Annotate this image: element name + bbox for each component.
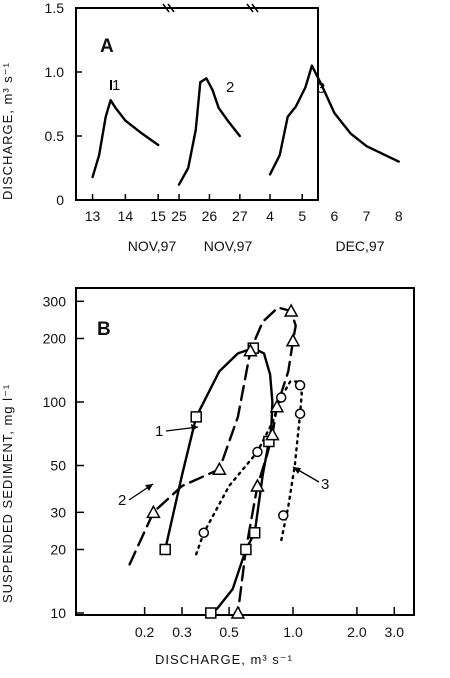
panel-b-x-axis-label: DISCHARGE, m³ s⁻¹: [155, 652, 293, 667]
peak-label-3: 3: [317, 80, 325, 97]
y-tick-label: 30: [50, 504, 66, 520]
curve-1: [164, 346, 274, 615]
triangle-point: [265, 427, 280, 441]
curve-2-arrowhead: [145, 484, 153, 491]
panel-a-series: [91, 64, 400, 186]
panel-b-frame: [75, 287, 415, 616]
x-tick-label: 2.0: [347, 624, 367, 640]
panel-b: B SUSPENDED SEDIMENT, mg l⁻¹ DISCHARGE, …: [0, 287, 415, 667]
circle-point: [278, 510, 289, 521]
panel-a-y-axis-label: DISCHARGE, m³ s⁻¹: [0, 62, 15, 200]
x-tick-label: 8: [395, 208, 403, 224]
panel-b-x-axis: 0.2 0.3 0.5 1.0 2.0 3.0: [135, 607, 404, 640]
x-tick-label: 0.3: [172, 624, 192, 640]
square-point: [190, 411, 202, 423]
y-tick-label: 1.5: [45, 0, 65, 16]
circle-point: [252, 446, 263, 458]
y-tick-label: 10: [50, 605, 66, 621]
x-tick-label: 27: [232, 208, 248, 224]
triangle-point: [250, 478, 265, 492]
panel-a-y-axis: 0 0.5 1.0 1.5: [45, 0, 82, 208]
x-tick-label: 1.0: [283, 624, 303, 640]
curve-1-arrowhead: [191, 424, 198, 431]
panel-a: A 1 2 3 DISCHARGE, m³ s⁻¹ 00.51.01.5 13 1…: [0, 0, 403, 254]
triangle-point: [283, 303, 299, 317]
y-tick-label: 1.0: [45, 64, 65, 80]
x-tick-label: 13: [85, 208, 101, 224]
panel-b-y-axis: 10 20 30 50 100 200 300: [43, 293, 84, 621]
x-tick-label: 3.0: [385, 624, 405, 640]
y-tick-label: 0.5: [45, 128, 65, 144]
panel-b-y-axis-label: SUSPENDED SEDIMENT, mg l⁻¹: [0, 384, 15, 603]
square-point: [248, 527, 261, 539]
triangle-point: [269, 399, 285, 413]
date-label: DEC,97: [335, 238, 384, 254]
triangle-point: [285, 333, 301, 347]
y-tick-label: 20: [50, 541, 66, 557]
date-label: NOV,97: [204, 238, 253, 254]
curve-2: [128, 306, 297, 615]
circle-point: [294, 408, 306, 419]
y-tick-label: 200: [43, 330, 67, 346]
x-tick-label: 26: [202, 208, 218, 224]
square-point: [240, 543, 252, 556]
panel-b-letter: B: [97, 319, 111, 340]
x-tick-label: 5: [298, 208, 306, 224]
curve-label-1: 1: [155, 423, 163, 440]
x-tick-label: 0.2: [135, 624, 155, 640]
circle-point: [275, 392, 287, 403]
panel-b-curves: [128, 306, 303, 615]
y-tick-label: 0: [56, 192, 64, 208]
curve-label-2: 2: [118, 492, 126, 509]
panel-a-letter: A: [100, 36, 114, 57]
axis-break-mark: [246, 3, 259, 13]
circle-point: [294, 380, 306, 391]
x-tick-label: 25: [171, 208, 187, 224]
triangle-point: [146, 504, 161, 519]
curve-3-arrowhead: [293, 467, 301, 474]
hydrograph-line-3: [268, 64, 400, 176]
peak-label-1: 1: [112, 77, 120, 94]
x-tick-label: 15: [150, 208, 166, 224]
x-tick-label: 14: [118, 208, 134, 224]
hydrograph-line-2: [177, 77, 241, 186]
date-label: NOV,97: [128, 238, 177, 254]
circle-point: [198, 527, 210, 539]
triangle-point: [230, 605, 246, 619]
y-tick-label: 50: [50, 458, 66, 474]
square-point: [159, 543, 171, 556]
axis-break-mark: [162, 3, 175, 13]
curve-3: [195, 380, 303, 556]
panel-b-points: [146, 303, 306, 619]
x-tick-label: 4: [266, 208, 274, 224]
curve-label-3: 3: [321, 476, 329, 493]
panel-a-frame: [75, 7, 319, 201]
y-tick-label: 300: [43, 293, 67, 309]
panel-a-x-axis: 13 14 15 NOV,97 25 26 27 NOV,97 4 5 6 7 8 DEC,97: [85, 194, 403, 254]
triangle-point: [212, 461, 227, 476]
y-tick-label: 100: [43, 394, 67, 410]
x-tick-label: 0.5: [219, 624, 239, 640]
hydrograph-line-1: [91, 99, 160, 179]
square-point: [205, 607, 217, 619]
peak-label-2: 2: [226, 79, 234, 96]
triangle-point: [243, 343, 258, 357]
x-tick-label: 6: [330, 208, 338, 224]
x-tick-label: 7: [363, 208, 371, 224]
